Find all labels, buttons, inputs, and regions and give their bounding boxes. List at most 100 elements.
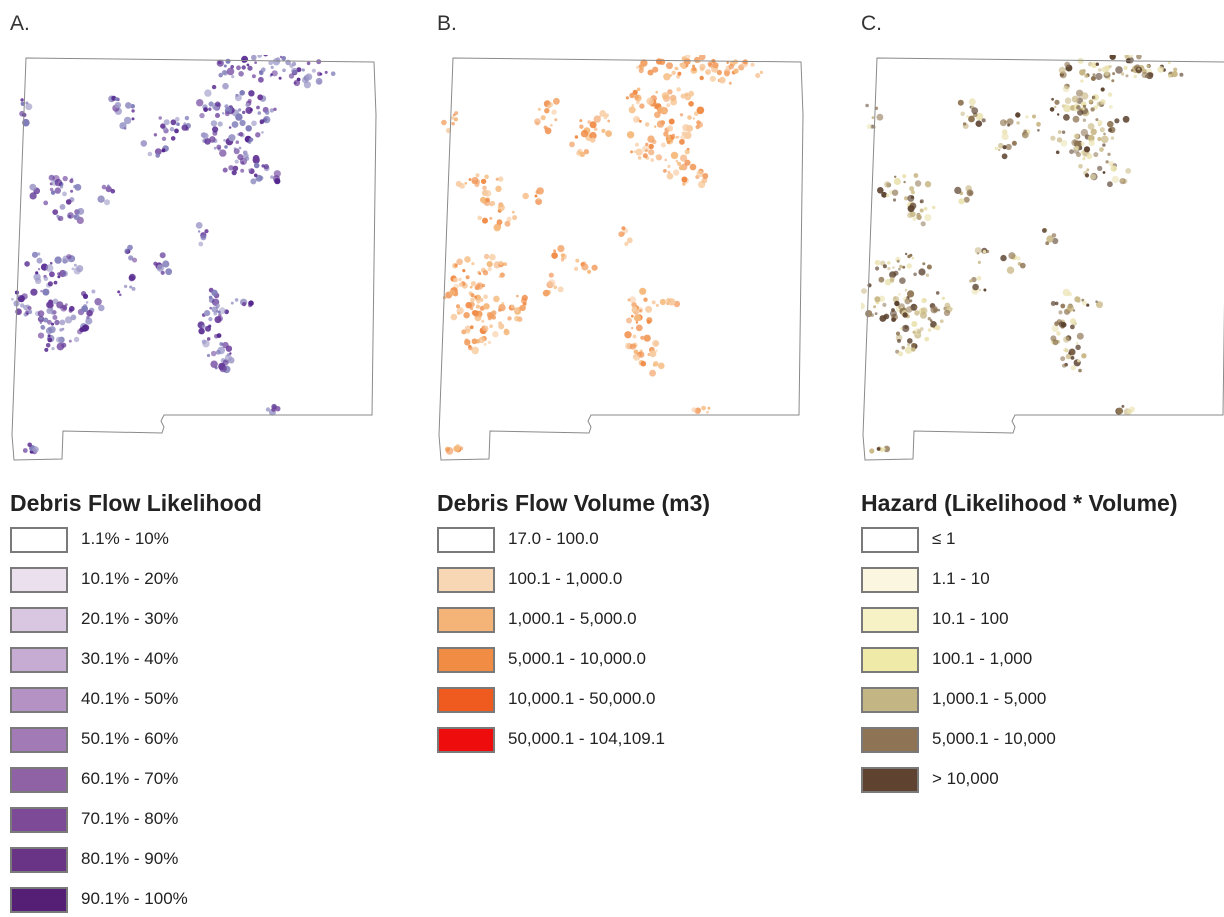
terrain-patch	[471, 338, 478, 345]
terrain-patch	[1111, 175, 1120, 184]
terrain-patch	[94, 298, 102, 306]
terrain-patch	[976, 252, 980, 255]
terrain-patch	[311, 68, 316, 73]
terrain-patch	[1021, 131, 1029, 139]
terrain-patch	[1133, 74, 1137, 79]
terrain-patch	[217, 60, 222, 65]
terrain-patch	[501, 301, 505, 305]
terrain-patch	[654, 125, 657, 128]
terrain-patch	[200, 234, 207, 241]
terrain-patch	[477, 215, 482, 221]
terrain-patch	[553, 285, 558, 290]
terrain-patch	[59, 319, 66, 326]
terrain-patch	[58, 215, 64, 221]
terrain-patch	[1081, 353, 1087, 359]
terrain-patch	[250, 108, 253, 112]
terrain-patch	[481, 283, 486, 288]
terrain-patch	[70, 189, 74, 193]
terrain-patch	[29, 192, 37, 200]
terrain-patch	[670, 98, 678, 106]
legend-label: ≤ 1	[932, 529, 956, 548]
terrain-patch	[679, 139, 685, 145]
terrain-patch	[560, 257, 565, 262]
terrain-patch	[242, 302, 247, 307]
terrain-patch	[1084, 173, 1090, 178]
state-boundary	[438, 57, 804, 461]
terrain-patch	[636, 87, 641, 92]
hazard-map	[861, 55, 1224, 461]
terrain-patch	[548, 272, 554, 278]
terrain-patch	[170, 136, 176, 141]
terrain-patch	[486, 261, 493, 268]
terrain-patch	[330, 71, 336, 76]
terrain-patch	[493, 224, 501, 232]
terrain-patch	[468, 345, 473, 351]
terrain-patch	[909, 211, 916, 218]
terrain-patch	[245, 103, 250, 107]
terrain-patch	[651, 300, 656, 305]
terrain-patch	[1006, 118, 1014, 126]
terrain-patch	[261, 164, 265, 168]
terrain-patch	[450, 116, 455, 120]
terrain-patch	[119, 293, 122, 297]
terrain-patch	[892, 198, 897, 202]
terrain-patch	[1125, 168, 1132, 174]
terrain-patch	[154, 148, 162, 155]
terrain-patch	[503, 328, 509, 334]
terrain-patch	[315, 77, 323, 85]
terrain-patch	[1105, 160, 1109, 164]
terrain-patch	[519, 304, 526, 312]
terrain-patch	[647, 69, 654, 76]
terrain-patch	[1051, 97, 1054, 101]
terrain-patch	[628, 106, 636, 114]
legend-swatch	[10, 607, 68, 633]
terrain-patch	[1061, 130, 1066, 134]
terrain-patch	[869, 448, 875, 454]
terrain-patch	[1076, 332, 1084, 340]
terrain-patch	[903, 196, 909, 201]
terrain-patch	[45, 327, 53, 335]
terrain-patch	[511, 210, 515, 214]
terrain-patch	[865, 310, 873, 318]
terrain-patch	[1054, 301, 1059, 306]
terrain-patch	[882, 302, 887, 307]
terrain-patch	[624, 331, 632, 339]
terrain-patch	[923, 207, 928, 211]
terrain-patch	[960, 111, 965, 117]
terrain-patch	[882, 447, 886, 451]
terrain-patch	[222, 167, 228, 173]
terrain-patch	[476, 299, 481, 304]
terrain-patch	[667, 135, 671, 139]
terrain-patch	[81, 305, 88, 313]
terrain-patch	[637, 354, 641, 357]
terrain-patch	[631, 306, 638, 313]
terrain-patch	[512, 215, 518, 221]
terrain-patch	[637, 156, 642, 160]
terrain-patch	[639, 119, 642, 123]
terrain-patch	[271, 407, 276, 412]
terrain-patch	[469, 285, 473, 289]
terrain-patch	[891, 189, 899, 196]
terrain-patch	[1002, 145, 1007, 150]
terrain-patch	[117, 290, 121, 294]
legend-title: Debris Flow Likelihood	[10, 490, 262, 516]
terrain-patch	[31, 251, 39, 258]
terrain-patch	[238, 71, 244, 77]
terrain-patch	[153, 133, 158, 137]
legend-swatch	[10, 727, 68, 753]
terrain-patch	[454, 263, 458, 267]
terrain-patch	[759, 70, 763, 74]
terrain-patch	[635, 324, 643, 332]
terrain-patch	[1086, 168, 1090, 172]
terrain-patch	[557, 286, 564, 293]
terrain-patch	[471, 262, 475, 266]
terrain-patch	[104, 199, 110, 206]
terrain-patch	[635, 148, 643, 156]
terrain-patch	[698, 181, 706, 189]
terrain-patch	[38, 315, 44, 321]
terrain-patch	[492, 331, 499, 338]
terrain-patch	[1054, 99, 1060, 105]
terrain-patch	[911, 347, 916, 352]
terrain-patch	[490, 200, 496, 206]
terrain-patch	[894, 300, 900, 307]
